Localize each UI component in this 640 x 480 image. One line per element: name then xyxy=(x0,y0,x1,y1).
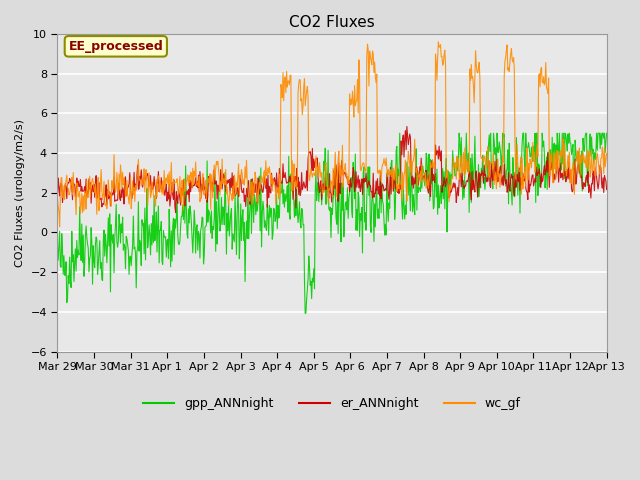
Title: CO2 Fluxes: CO2 Fluxes xyxy=(289,15,375,30)
Y-axis label: CO2 Fluxes (urology/m2/s): CO2 Fluxes (urology/m2/s) xyxy=(15,119,25,267)
Legend: gpp_ANNnight, er_ANNnight, wc_gf: gpp_ANNnight, er_ANNnight, wc_gf xyxy=(138,392,526,415)
Text: EE_processed: EE_processed xyxy=(68,40,163,53)
